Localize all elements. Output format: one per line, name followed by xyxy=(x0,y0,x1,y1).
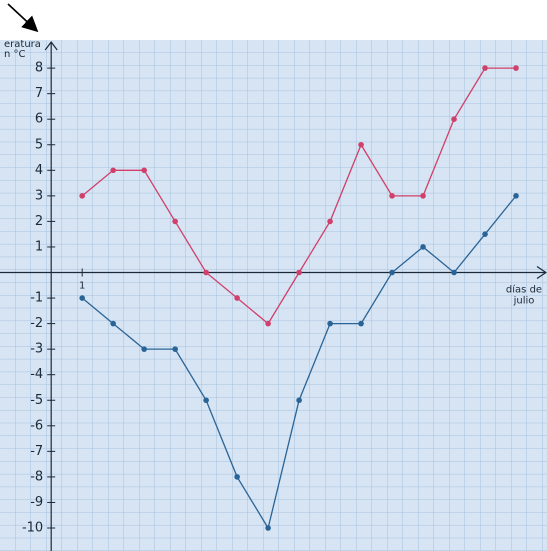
data-point xyxy=(358,321,364,327)
y-tick-label: 3 xyxy=(35,188,43,203)
data-point xyxy=(389,270,395,276)
data-point xyxy=(327,321,333,327)
data-point xyxy=(234,474,240,480)
y-axis-label: n °C xyxy=(4,49,26,60)
data-point xyxy=(420,193,426,199)
data-point xyxy=(327,219,333,225)
y-tick-label: -7 xyxy=(30,444,43,459)
data-point xyxy=(451,116,457,122)
data-point xyxy=(265,321,271,327)
y-tick-label: 4 xyxy=(35,163,43,178)
y-tick-label: -4 xyxy=(30,367,43,382)
page: -10-9-8-7-6-5-4-3-2-1123456781eraturan °… xyxy=(0,0,547,551)
data-point xyxy=(79,193,85,199)
y-tick-label: -9 xyxy=(30,495,43,510)
y-tick-label: 7 xyxy=(35,86,43,101)
y-tick-label: -1 xyxy=(30,291,43,306)
data-point xyxy=(79,295,85,301)
pointer-arrow xyxy=(8,4,36,30)
data-point xyxy=(234,295,240,301)
data-point xyxy=(110,321,116,327)
y-tick-label: -8 xyxy=(30,469,43,484)
y-tick-label: -10 xyxy=(22,521,43,536)
data-point xyxy=(482,231,488,237)
data-point xyxy=(358,142,364,148)
y-tick-label: 2 xyxy=(35,214,43,229)
x-axis-label: días de xyxy=(506,284,542,296)
y-tick-label: 1 xyxy=(35,239,43,254)
data-point xyxy=(451,270,457,276)
x-axis-label: julio xyxy=(513,296,535,307)
data-point xyxy=(296,270,302,276)
data-point xyxy=(513,193,519,199)
data-point xyxy=(110,168,116,174)
data-point xyxy=(203,270,209,276)
data-point xyxy=(141,346,147,352)
data-point xyxy=(141,168,147,174)
data-point xyxy=(389,193,395,199)
data-point xyxy=(482,65,488,71)
y-tick-label: -5 xyxy=(30,393,43,408)
data-point xyxy=(420,244,426,250)
data-point xyxy=(296,397,302,403)
data-point xyxy=(172,346,178,352)
y-tick-label: 8 xyxy=(35,61,43,76)
data-point xyxy=(203,397,209,403)
y-tick-label: 5 xyxy=(35,137,43,152)
chart: -10-9-8-7-6-5-4-3-2-1123456781eraturan °… xyxy=(0,0,547,551)
x-tick-label: 1 xyxy=(79,281,85,292)
data-point xyxy=(172,219,178,225)
data-point xyxy=(265,525,271,531)
y-tick-label: -3 xyxy=(30,342,43,357)
data-point xyxy=(513,65,519,71)
y-tick-label: -2 xyxy=(30,316,43,331)
y-tick-label: 6 xyxy=(35,112,43,127)
y-tick-label: -6 xyxy=(30,418,43,433)
